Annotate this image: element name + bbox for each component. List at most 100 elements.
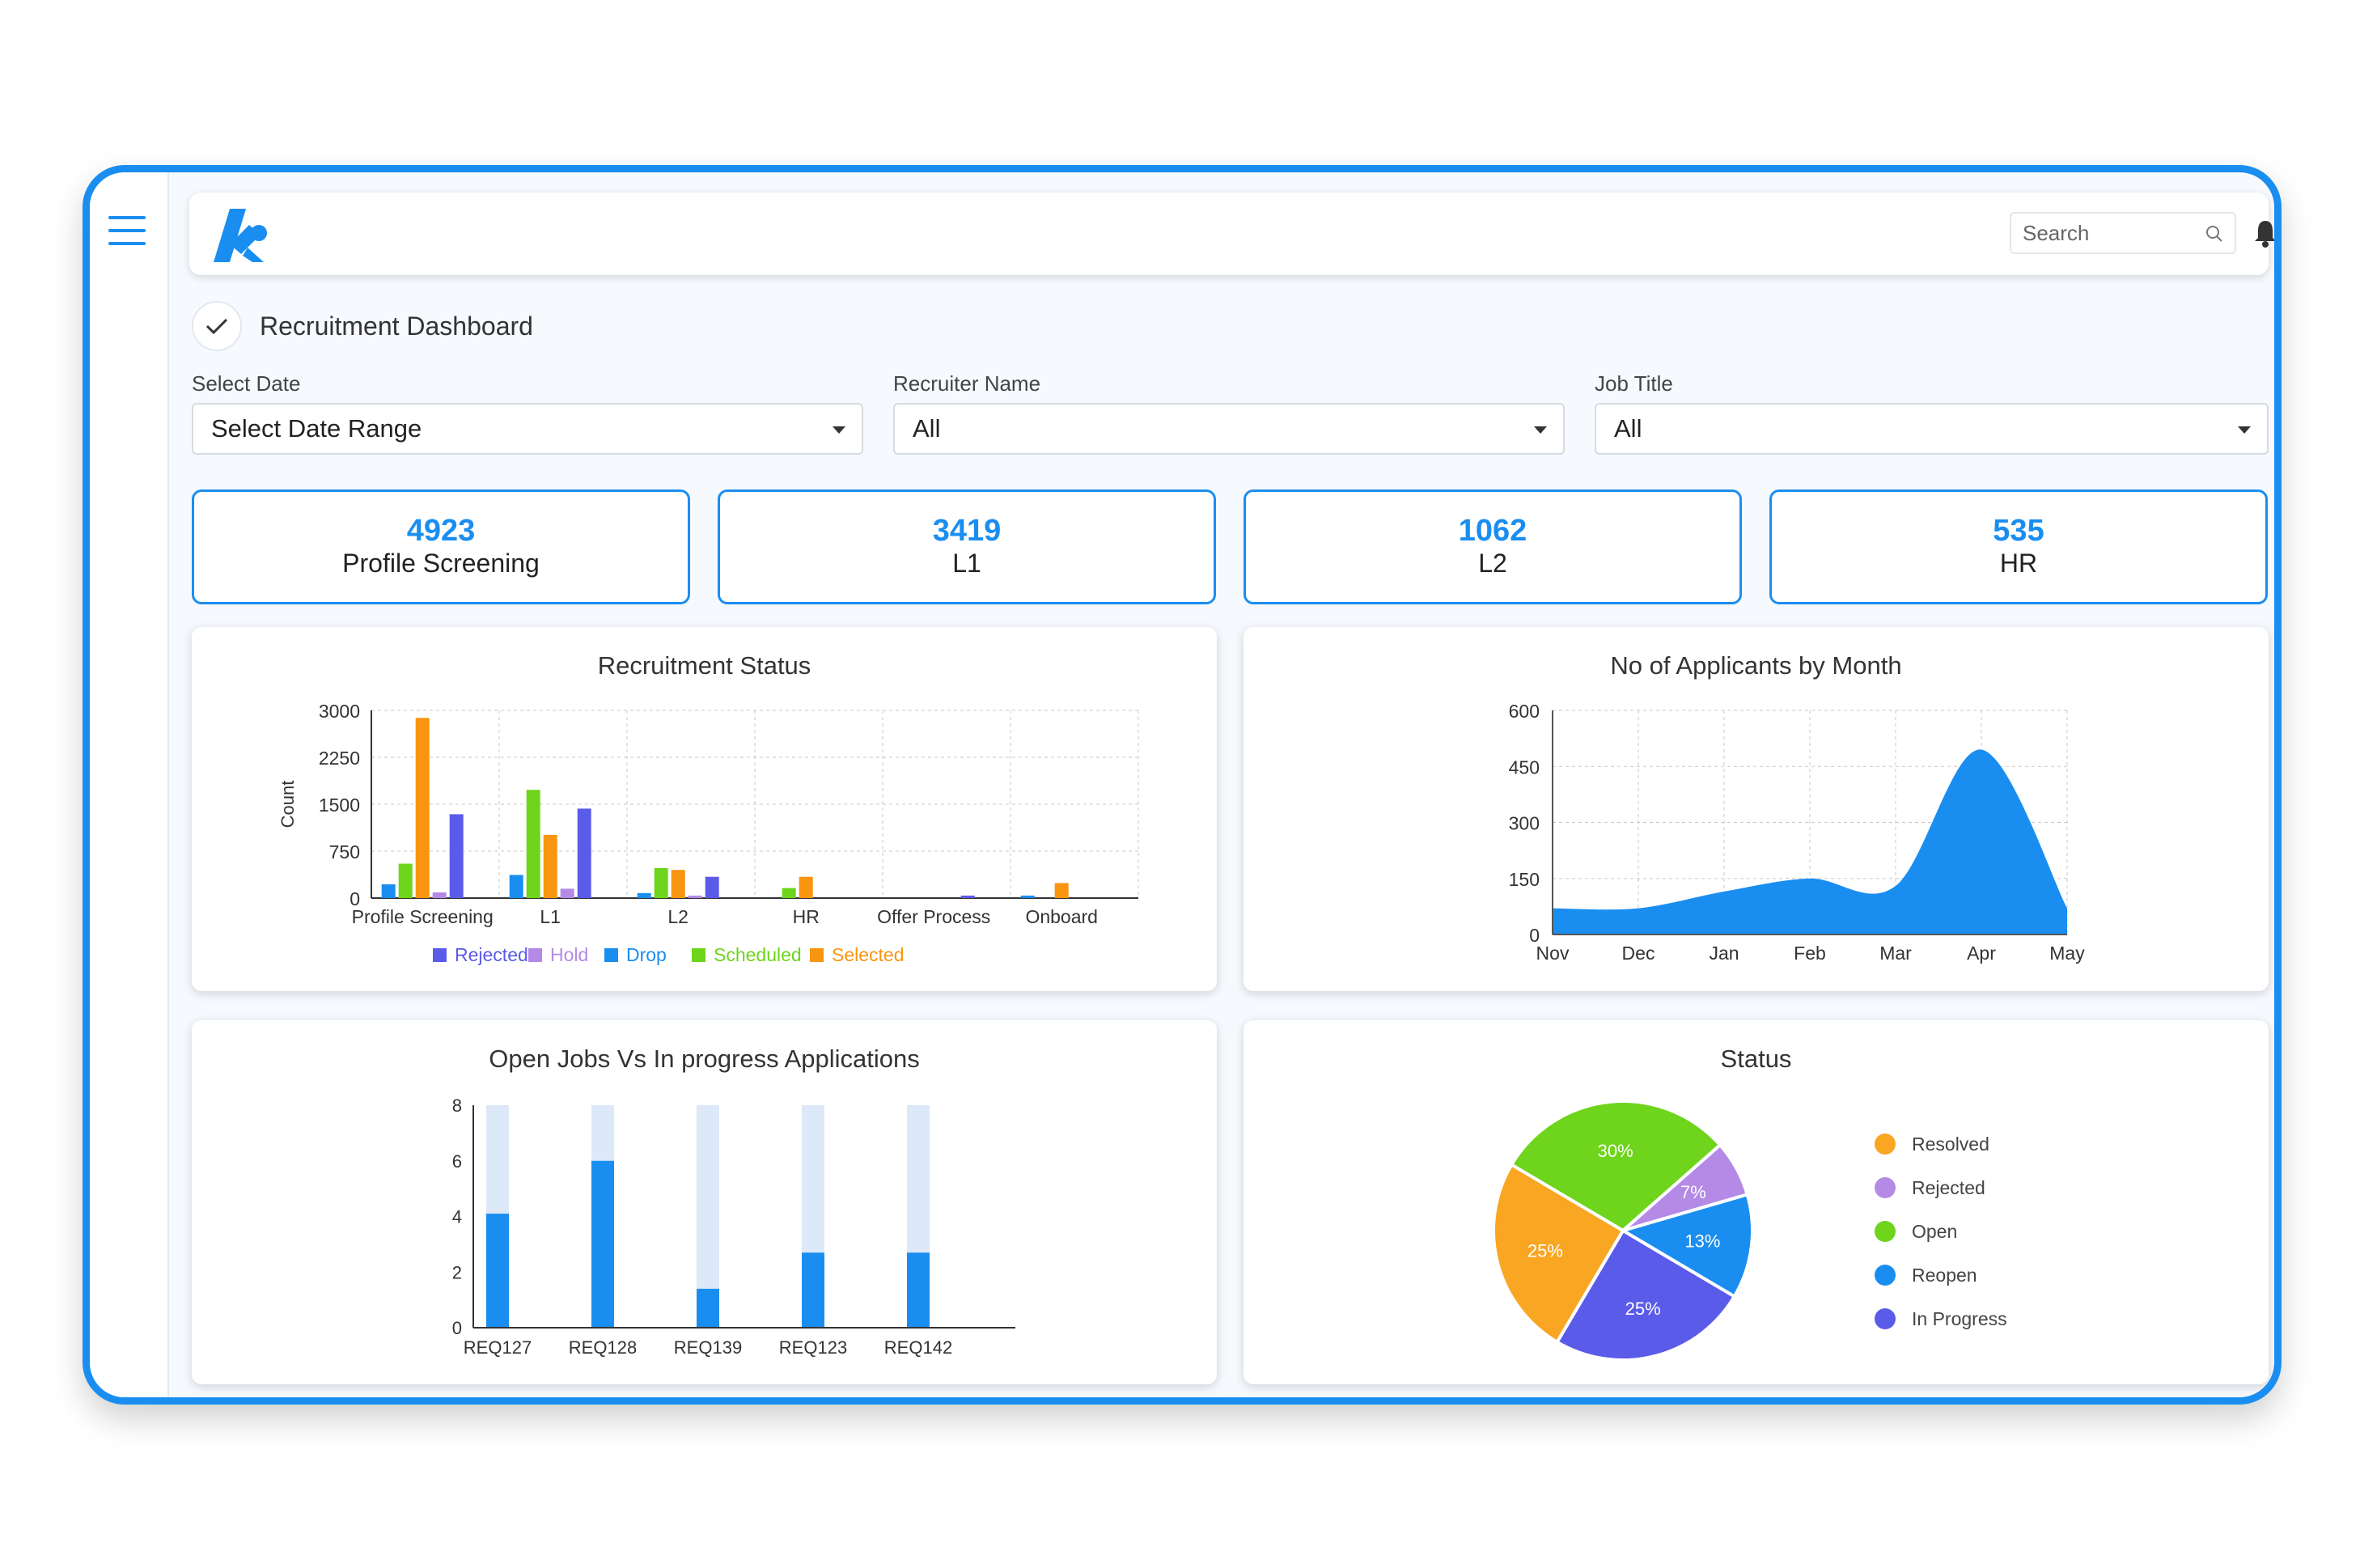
notification-bell-icon[interactable]: [2252, 217, 2278, 249]
page-header: Recruitment Dashboard: [192, 300, 533, 352]
x-tick-label: L2: [667, 906, 689, 927]
legend-label: Resolved: [1912, 1134, 1989, 1155]
y-tick-label: 8: [452, 1095, 462, 1116]
area-series: [1553, 749, 2067, 934]
y-tick-label: 6: [452, 1151, 462, 1172]
legend-swatch: [692, 948, 705, 962]
bar: [907, 1252, 930, 1328]
sidebar: [90, 172, 169, 1397]
pie-slice: [1619, 1192, 1754, 1299]
bar: [591, 1160, 614, 1328]
y-tick-label: 300: [1509, 813, 1540, 834]
x-tick-label: Mar: [1879, 943, 1912, 964]
kpi-label: L1: [952, 549, 981, 578]
bar: [697, 1288, 719, 1328]
x-tick-label: Dec: [1622, 943, 1655, 964]
bar: [415, 718, 430, 898]
chart-title: Status: [1720, 1045, 1792, 1073]
bar: [688, 895, 702, 898]
chart-title: No of Applicants by Month: [1610, 651, 1902, 680]
x-tick-label: REQ139: [674, 1337, 742, 1358]
status-card: Status 30% 7% 13% 25% 25% Resolved Rejected Ope…: [1244, 1020, 2269, 1384]
job-title-value: All: [1614, 414, 1642, 443]
kpi-value: 4923: [406, 514, 476, 548]
x-tick-label: Onboard: [1025, 906, 1098, 927]
applicants-by-month-card: No of Applicants by Month 0 150 300 450 600 N…: [1244, 627, 2269, 991]
top-bar: N: [189, 193, 2274, 275]
legend-label: Hold: [550, 944, 588, 965]
bar: [398, 863, 413, 898]
bar: [509, 875, 523, 898]
chart-title: Recruitment Status: [597, 651, 811, 680]
y-tick-label: 2250: [319, 748, 360, 769]
recruitment-status-card: Recruitment Status 0 750 1500 2250 3000 Count…: [192, 627, 1217, 991]
legend-label: Scheduled: [714, 944, 802, 965]
chart-title: Open Jobs Vs In progress Applications: [489, 1045, 920, 1073]
y-tick-label: 3000: [319, 701, 360, 722]
bar: [1020, 895, 1035, 898]
legend-label: In Progress: [1912, 1308, 2007, 1329]
kpi-value: 535: [1993, 514, 2044, 548]
bar: [449, 814, 464, 898]
kpi-value: 1062: [1458, 514, 1527, 548]
bar: [560, 888, 574, 898]
legend-dot: [1875, 1308, 1896, 1329]
date-range-select[interactable]: Select Date Range: [192, 403, 863, 455]
y-tick-label: 0: [452, 1318, 462, 1338]
bar: [799, 876, 813, 898]
legend-label: Rejected: [1912, 1177, 1985, 1198]
x-tick-label: HR: [793, 906, 820, 927]
kpi-card-l1[interactable]: 3419 L1: [718, 489, 1216, 604]
bar: [577, 808, 591, 898]
bar: [526, 790, 540, 898]
kpi-card-l2[interactable]: 1062 L2: [1244, 489, 1742, 604]
kpi-label: Profile Screening: [342, 549, 540, 578]
recruiter-select[interactable]: All: [893, 403, 1565, 455]
kpi-label: HR: [1999, 549, 2038, 578]
kpi-card-profile-screening[interactable]: 4923 Profile Screening: [192, 489, 690, 604]
bar: [637, 892, 651, 898]
date-filter-label: Select Date: [192, 371, 301, 396]
x-tick-label: Apr: [1967, 943, 1996, 964]
brand-logo: [214, 209, 267, 262]
x-tick-label: REQ123: [779, 1337, 847, 1358]
x-tick-label: May: [2049, 943, 2085, 964]
legend-dot: [1875, 1177, 1896, 1198]
bar: [671, 870, 685, 898]
legend-swatch: [604, 948, 618, 962]
status-pie-chart: 30% 7% 13% 25% 25% Resolved Rejected Open Reopen…: [1492, 1100, 2007, 1362]
y-tick-label: 750: [329, 841, 360, 862]
y-tick-label: 150: [1509, 869, 1540, 890]
pie-slice: [1509, 1100, 1722, 1233]
bar: [782, 888, 796, 898]
check-icon: [192, 301, 242, 351]
x-tick-label: Profile Screening: [352, 906, 494, 927]
chevron-down-icon: [1534, 426, 1547, 434]
legend-swatch: [810, 948, 824, 962]
search-box: [2010, 212, 2236, 254]
app-window: N Recruitment Dashboard Select Date Sele…: [83, 165, 2282, 1405]
y-tick-label: 600: [1509, 701, 1540, 722]
search-input[interactable]: [2011, 214, 2189, 252]
bar: [486, 1214, 509, 1328]
x-tick-label: Jan: [1709, 943, 1739, 964]
y-tick-label: 450: [1509, 756, 1540, 778]
kpi-label: L2: [1478, 549, 1507, 578]
page-title: Recruitment Dashboard: [260, 311, 533, 341]
recruiter-value: All: [913, 414, 941, 443]
search-icon[interactable]: [2204, 223, 2225, 244]
legend-dot: [1875, 1134, 1896, 1155]
pie-slice: [1492, 1162, 1625, 1345]
y-tick-label: 1500: [319, 795, 360, 816]
legend-swatch: [433, 948, 447, 962]
menu-icon[interactable]: [108, 216, 146, 248]
bar: [1054, 883, 1069, 898]
legend-dot: [1875, 1265, 1896, 1286]
job-title-select[interactable]: All: [1595, 403, 2269, 455]
legend-swatch: [528, 948, 542, 962]
x-tick-label: Offer Process: [877, 906, 990, 927]
chevron-down-icon: [2238, 426, 2251, 434]
kpi-card-hr[interactable]: 535 HR: [1769, 489, 2268, 604]
bar: [802, 1252, 824, 1328]
bar: [654, 867, 668, 898]
